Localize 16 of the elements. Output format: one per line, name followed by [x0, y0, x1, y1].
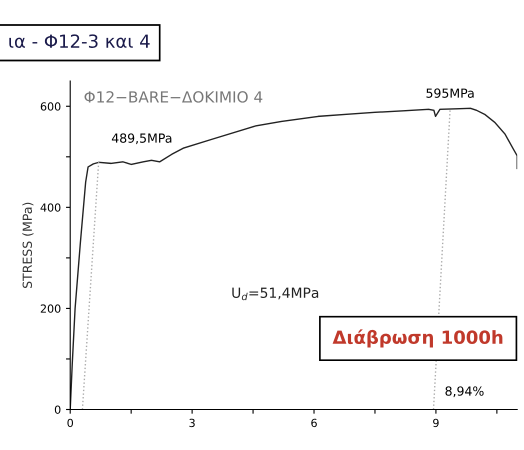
annotation: Φ12−BARE−ΔΟΚΙΜΙΟ 4 [84, 91, 262, 103]
annotation: U$_{d}$=51,4MPa [232, 288, 318, 300]
y-tick-label: 600 [40, 102, 60, 111]
annotation: 489,5MPa [112, 133, 172, 144]
y-tick-label: 0 [54, 405, 60, 414]
y-tick-label: 200 [40, 304, 60, 313]
y-axis-title: STRESS (MPa) [22, 202, 34, 288]
x-tick-label: 3 [189, 418, 195, 428]
x-tick-label: 0 [67, 418, 74, 428]
chart-title: ια - Φ12-3 και 4 [9, 34, 150, 48]
x-tick-label: 9 [433, 418, 439, 428]
y-tick-label: 400 [40, 203, 60, 212]
annotation: 595MPa [426, 88, 474, 98]
annotation: 8,94% [445, 386, 484, 398]
annotation: Διάβρωση 1000h [332, 329, 502, 348]
x-tick-label: 6 [311, 418, 317, 428]
